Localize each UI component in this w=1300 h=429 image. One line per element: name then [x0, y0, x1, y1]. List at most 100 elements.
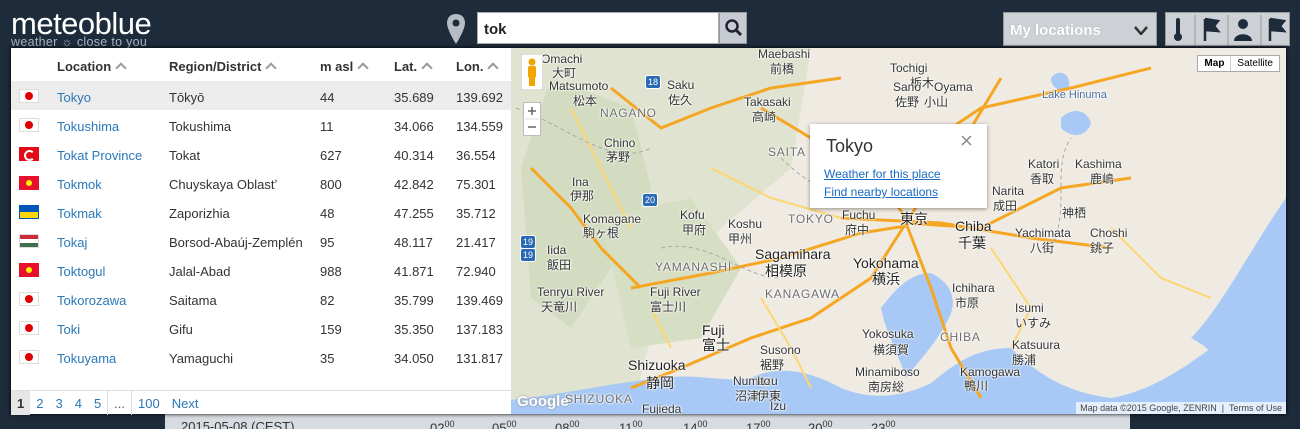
map-button[interactable]: Map — [1198, 56, 1232, 71]
cell: 35.712 — [456, 206, 496, 221]
map-label: Iida — [547, 243, 567, 257]
result-row[interactable]: Tokmak Zaporizhia 48 47.255 35.712 — [11, 197, 511, 226]
sort-arrow — [357, 62, 369, 74]
location-link[interactable]: Tokat Province — [57, 148, 143, 163]
map-label: 駒ヶ根 — [583, 226, 620, 240]
flag-cell — [11, 197, 53, 226]
map-label: Shizuoka — [628, 357, 686, 373]
weather-link[interactable]: Weather for this place — [824, 167, 941, 181]
result-row[interactable]: Tokushima Tokushima 11 34.066 134.559 — [11, 110, 511, 139]
map-label: 茅野 — [606, 150, 631, 164]
page-link[interactable]: Next — [171, 396, 199, 411]
map-label: Isumi — [1015, 301, 1044, 315]
map-label: Narita — [992, 184, 1025, 198]
search-input[interactable]: tok — [477, 12, 719, 44]
result-row[interactable]: Tokmok Chuyskaya Oblastʼ 800 42.842 75.301 — [11, 168, 511, 197]
info-window: Tokyo Weather for this place Find nearby… — [810, 124, 987, 208]
cell: 48.117 — [394, 235, 433, 250]
cell: 800 — [320, 177, 342, 192]
flag-cell — [11, 284, 53, 313]
result-row[interactable]: Tokaj Borsod-Abaúj-Zemplén 95 48.117 21.417 — [11, 226, 511, 255]
map-label: 市原 — [955, 296, 980, 310]
page-link[interactable]: 4 — [74, 396, 82, 411]
result-row[interactable]: Toki Gifu 159 35.350 137.183 — [11, 313, 511, 342]
location-link[interactable]: Toki — [57, 322, 81, 337]
thermometer-icon[interactable] — [1174, 18, 1182, 41]
map-label: KANAGAWA — [765, 287, 840, 301]
satellite-button[interactable]: Satellite — [1237, 58, 1273, 69]
map-label: 甲府 — [682, 223, 707, 237]
flag-icon-2[interactable] — [1268, 17, 1287, 41]
page-link[interactable]: 5 — [93, 396, 102, 411]
result-row[interactable]: Tokuyama Yamaguchi 35 34.050 131.817 — [11, 342, 511, 371]
forecast-hour: 1100 — [619, 419, 643, 429]
map-label: 相模原 — [765, 263, 807, 279]
forecast-strip — [165, 414, 1130, 429]
map-label: 銚子 — [1090, 241, 1115, 255]
map-label: Choshi — [1090, 226, 1128, 240]
cell: 988 — [320, 264, 342, 279]
map-type-control: Map Satellite — [1197, 55, 1280, 72]
minutes: 00 — [569, 419, 580, 429]
result-row[interactable]: Toktogul Jalal-Abad 988 41.871 72.940 — [11, 255, 511, 284]
location-link[interactable]: Tokorozawa — [57, 293, 127, 308]
location-link[interactable]: Tokushima — [57, 119, 120, 134]
user-icon[interactable] — [1234, 19, 1252, 41]
cell: 75.301 — [456, 177, 496, 192]
location-link[interactable]: Tokmok — [57, 177, 102, 192]
column-label: m asl — [320, 59, 354, 74]
location-link[interactable]: Tokyo — [53, 81, 165, 110]
column-header[interactable]: Lon. — [452, 52, 511, 81]
logo[interactable]: meteoblue — [11, 6, 152, 41]
cell: 137.183 — [456, 322, 503, 337]
column-header[interactable]: Region/District — [165, 52, 316, 81]
my-locations-label: My locations — [1010, 22, 1101, 39]
map-label: Koshu — [728, 217, 763, 231]
flag-icon[interactable] — [1203, 17, 1221, 41]
map-label: 鴨川 — [964, 379, 989, 393]
cell: 35.689 — [390, 81, 452, 110]
location-link[interactable]: Toktogul — [57, 264, 106, 279]
zoom-controls[interactable] — [523, 102, 541, 136]
terms-link[interactable]: Terms of Use — [1228, 403, 1282, 413]
road-shield: 19 — [520, 248, 537, 262]
cell: 35.350 — [394, 322, 434, 337]
column-header[interactable]: Lat. — [390, 52, 452, 81]
map-label: YAMANASHI — [655, 260, 732, 274]
result-row[interactable]: Tokat Province Tokat 627 40.314 36.554 — [11, 139, 511, 168]
cell: Yamaguchi — [169, 351, 234, 366]
location-link[interactable]: Tokmak — [57, 206, 102, 221]
page-link[interactable]: ... — [107, 391, 133, 415]
result-row[interactable]: Tokyo Tōkyō 44 35.689 139.692 — [11, 81, 511, 110]
map-label: Yokohama — [853, 255, 919, 271]
location-link[interactable]: Tokuyama — [57, 351, 117, 366]
cell: Zaporizhia — [169, 206, 230, 221]
country-flag — [19, 89, 39, 103]
page-link[interactable]: 3 — [55, 396, 63, 411]
cell: Tokushima — [169, 119, 232, 134]
result-row[interactable]: Tokorozawa Saitama 82 35.799 139.469 — [11, 284, 511, 313]
map[interactable]: Omachi 大町 Matsumoto 松本 Saku 佐久 Maebashi 前橋 Takas… — [511, 48, 1286, 414]
pegman[interactable] — [521, 54, 543, 90]
flag-cell — [11, 110, 53, 139]
my-locations-dropdown[interactable]: My locations — [1003, 12, 1157, 46]
column-header[interactable]: m asl — [316, 52, 390, 81]
map-label: Omachi — [541, 52, 583, 66]
sort-arrow — [421, 62, 433, 74]
close-button[interactable] — [961, 135, 972, 146]
map-label: 静岡 — [646, 375, 674, 391]
hour: 17 — [746, 420, 761, 429]
hour: 20 — [808, 420, 823, 429]
map-label: Chino — [604, 136, 636, 150]
country-flag — [19, 147, 39, 161]
page-link[interactable]: 100 — [138, 396, 160, 411]
page-link[interactable]: 2 — [36, 396, 44, 411]
country-flag — [19, 350, 39, 364]
map-label: 佐久 — [668, 93, 693, 107]
location-link[interactable]: Tokaj — [57, 235, 88, 250]
column-header[interactable]: Location — [53, 52, 165, 81]
map-label: 伊東 — [757, 389, 782, 403]
nearby-link[interactable]: Find nearby locations — [824, 185, 939, 199]
search-button[interactable] — [719, 12, 747, 44]
map-label: Kamogawa — [960, 365, 1021, 379]
